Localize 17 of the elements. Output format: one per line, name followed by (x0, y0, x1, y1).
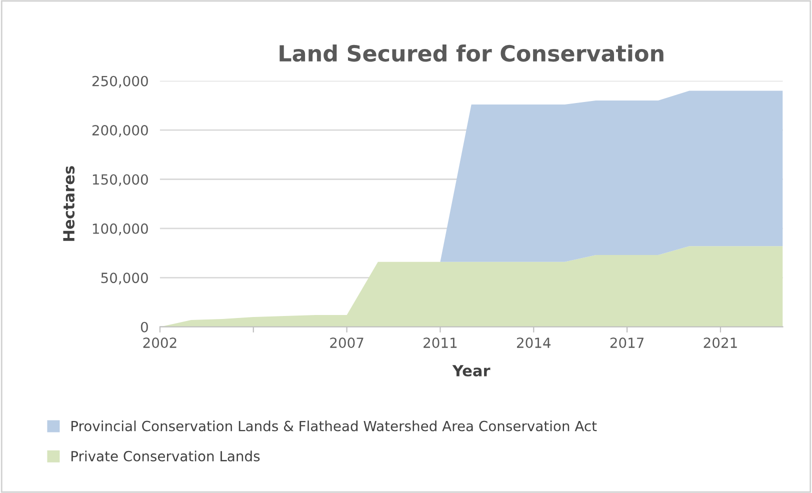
y-tick-label: 200,000 (92, 125, 148, 137)
x-tick-label: 2002 (143, 338, 176, 348)
legend-label: Provincial Conservation Lands & Flathead Watershed Area Conservation Act (71, 420, 597, 432)
y-tick-label: 150,000 (92, 174, 148, 186)
x-tick-label: 2014 (516, 338, 551, 348)
y-tick-label: 50,000 (101, 272, 148, 285)
y-axis-title: Hectares (63, 166, 75, 241)
y-tick-label: 250,000 (92, 76, 148, 88)
x-tick-label: 2007 (330, 338, 364, 348)
legend-label: Private Conservation Lands (71, 450, 260, 462)
y-tick-label: 100,000 (92, 223, 148, 236)
y-tick-label: 0 (140, 322, 148, 332)
x-tick-label: 2017 (610, 338, 644, 348)
x-tick-label: 2021 (704, 338, 737, 348)
x-axis-title: Year (452, 365, 490, 376)
x-tick-label: 2011 (424, 338, 457, 348)
chart-title: Land Secured for Conservation (280, 44, 664, 62)
